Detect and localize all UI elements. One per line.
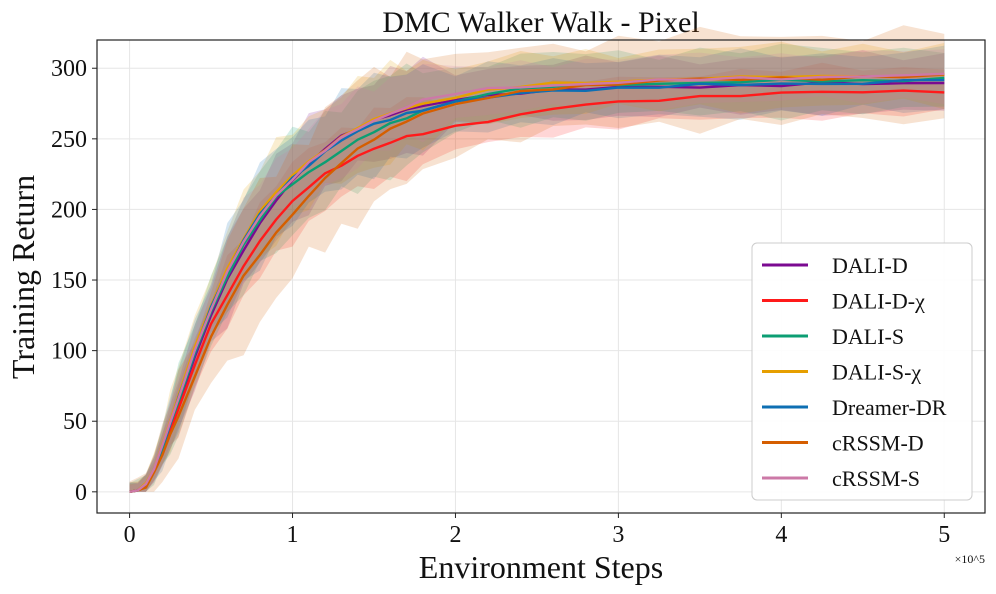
y-tick-label: 150	[51, 268, 87, 294]
legend-label: DALI-D	[832, 253, 908, 278]
series-band-0	[129, 50, 945, 492]
legend-label: cRSSM-D	[832, 431, 924, 456]
series-band-3	[129, 41, 945, 492]
series-band-6	[129, 49, 945, 492]
legend: DALI-D DALI-D-χ DALI-S DALI-S-χ Dreamer-DR cR…	[751, 242, 973, 501]
chart-title: DMC Walker Walk - Pixel	[382, 6, 699, 39]
y-tick-label: 50	[63, 409, 87, 435]
y-tick-label: 200	[51, 197, 87, 223]
x-tick-label: 4	[775, 522, 787, 548]
legend-item: DALI-D	[762, 253, 908, 278]
series-lines	[129, 72, 945, 493]
legend-item: Dreamer-DR	[762, 395, 947, 420]
legend-label: DALI-S-χ	[832, 360, 921, 385]
series-line-1	[129, 89, 945, 493]
x-tick-label: 0	[124, 522, 136, 548]
x-tick-label: 2	[449, 522, 461, 548]
legend-item: DALI-S-χ	[762, 360, 921, 385]
legend-item: cRSSM-D	[762, 431, 924, 456]
plot-frame	[96, 39, 986, 514]
y-axis-label: Training Return	[5, 175, 41, 379]
y-tick-label: 250	[51, 127, 87, 153]
y-tick-label: 100	[51, 339, 87, 365]
x-tick-label: 5	[938, 522, 950, 548]
legend-item: DALI-S	[762, 324, 904, 349]
legend-label: DALI-D-χ	[832, 289, 925, 314]
series-line-6	[129, 72, 945, 493]
legend-label: Dreamer-DR	[832, 395, 947, 420]
legend-item: DALI-D-χ	[762, 289, 925, 314]
legend-label: cRSSM-S	[832, 466, 920, 491]
x-tick-label: 3	[612, 522, 624, 548]
legend-box	[751, 242, 973, 501]
y-tick-label: 300	[51, 56, 87, 82]
x-axis-label: Environment Steps	[419, 549, 663, 585]
legend-item: cRSSM-S	[762, 466, 920, 491]
y-tick-label: 0	[75, 480, 87, 506]
x-axis-multiplier: ×10^5	[955, 552, 985, 566]
x-tick-label: 1	[287, 522, 299, 548]
legend-label: DALI-S	[832, 324, 904, 349]
